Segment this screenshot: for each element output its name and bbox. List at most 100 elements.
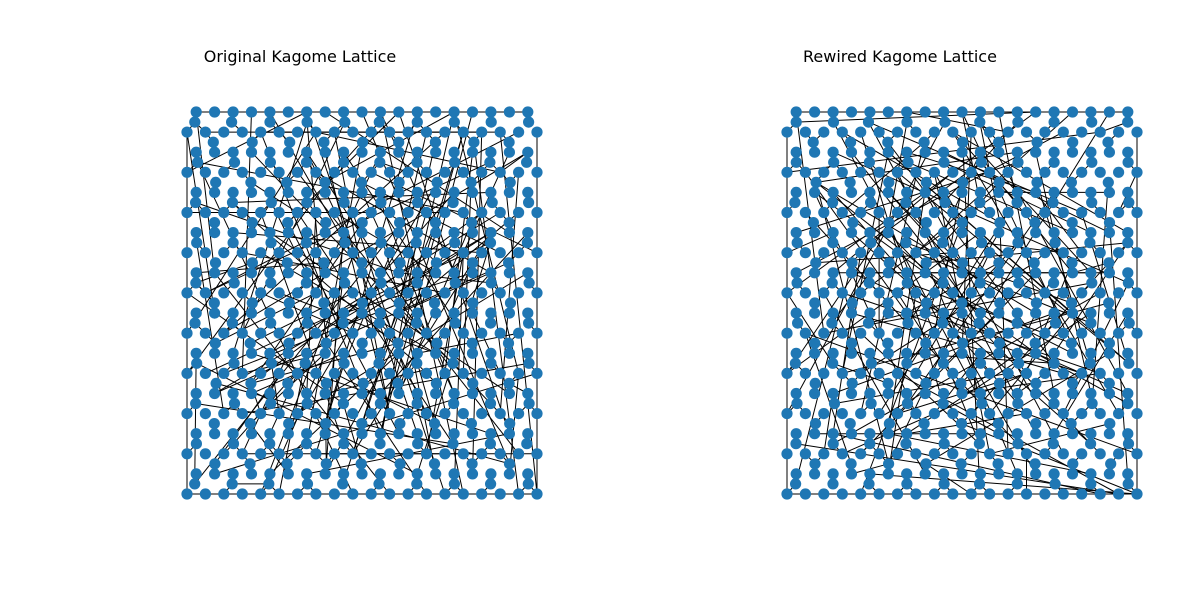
rewired-lattice-node [1122,146,1134,158]
rewired-lattice-node [910,327,922,339]
original-lattice-node [218,488,230,500]
original-lattice-node [523,357,535,369]
original-lattice-node [209,146,221,158]
rewired-lattice-node [873,287,885,299]
rewired-lattice-node [901,106,913,118]
original-lattice-edge [270,363,280,414]
original-lattice-node [448,116,460,128]
original-lattice-node [411,156,423,168]
original-lattice-node [301,116,313,128]
original-lattice-node [300,237,312,249]
rewired-lattice-node [1002,408,1014,420]
rewired-lattice-node [984,488,996,500]
rewired-lattice-node [1039,206,1051,219]
original-lattice-node [319,267,331,279]
original-lattice-node [466,468,479,480]
original-lattice-node [439,126,451,138]
rewired-lattice-node [807,136,819,148]
rewired-lattice-node [1085,468,1097,480]
rewired-lattice-node [993,257,1005,269]
rewired-lattice-node [901,307,913,319]
original-lattice-node [494,206,506,219]
rewired-lattice-node [919,106,931,118]
original-lattice-node [503,387,515,400]
original-lattice-node [411,397,423,410]
rewired-lattice-node [910,408,922,420]
rewired-lattice-node [864,267,876,279]
rewired-lattice-node [1122,468,1134,480]
original-lattice-node [263,478,275,490]
original-lattice-edge [325,363,345,424]
rewired-lattice-node [1057,126,1069,138]
rewired-lattice-edge [961,423,1138,495]
original-lattice-node [411,106,423,118]
rewired-lattice-node [901,428,913,440]
rewired-lattice-node [1131,287,1143,299]
original-lattice-node [494,247,506,259]
rewired-lattice-node [836,206,848,219]
original-lattice-node [430,146,442,158]
rewired-lattice-node [1122,347,1134,359]
rewired-lattice-node [956,267,968,279]
rewired-lattice-node [1085,106,1097,118]
rewired-lattice-node [1122,478,1134,490]
original-lattice-node [365,247,377,259]
rewired-lattice-node [1029,217,1041,229]
original-lattice-node [393,146,405,158]
original-lattice-edge [195,111,216,273]
original-lattice-node [430,347,442,359]
original-lattice-node [301,227,313,239]
original-lattice-node [218,367,230,379]
rewired-lattice-node [965,247,977,259]
original-lattice-node [429,136,441,148]
original-lattice-node [448,387,460,400]
original-lattice-node [439,247,451,259]
rewired-lattice-node [855,408,867,420]
rewired-lattice-node [1066,468,1079,480]
original-lattice-node [181,206,193,219]
original-lattice-node [429,217,442,229]
rewired-lattice-node [1094,206,1106,219]
rewired-lattice-node [984,287,996,299]
rewired-lattice-node [827,186,839,198]
rewired-lattice-node [1103,377,1115,389]
rewired-lattice-node [1030,468,1042,480]
rewired-lattice-node [993,136,1005,148]
original-lattice-node [457,287,469,299]
original-lattice-node [485,106,497,118]
original-lattice-node [394,458,406,470]
rewired-lattice-node [1076,367,1088,379]
original-lattice-node [466,458,478,470]
original-lattice-node [190,267,202,279]
original-lattice-node [466,186,479,198]
rewired-lattice-node [1103,267,1115,279]
original-lattice-node [457,488,469,500]
rewired-lattice-node [992,418,1004,430]
rewired-lattice-node [1131,327,1143,339]
rewired-lattice-node [1020,247,1033,259]
rewired-lattice-node [809,387,821,400]
rewired-lattice-node [827,357,839,369]
rewired-lattice-node [956,468,968,480]
original-lattice-node [531,327,543,339]
rewired-lattice-node [974,186,986,198]
rewired-lattice-node [845,136,857,148]
original-lattice-node [513,408,525,420]
rewired-lattice-node [1076,206,1088,219]
original-lattice-node [245,186,258,198]
rewired-lattice-node [855,327,867,339]
rewired-lattice-node [938,186,950,198]
rewired-lattice-edge [842,292,1082,374]
rewired-lattice-node [1122,186,1134,198]
rewired-lattice-node [1103,297,1115,309]
rewired-lattice-node [1113,166,1125,178]
rewired-lattice-node [781,448,793,460]
original-lattice-node [374,227,386,239]
original-lattice-node [356,106,368,118]
rewired-lattice-node [928,247,940,259]
rewired-lattice-node [1020,488,1033,500]
rewired-lattice-node [799,247,811,259]
rewired-lattice-node [882,146,894,158]
original-lattice-node [273,126,285,138]
rewired-lattice-node [891,287,904,299]
